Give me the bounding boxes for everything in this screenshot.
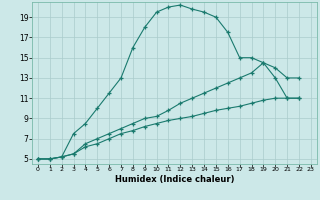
X-axis label: Humidex (Indice chaleur): Humidex (Indice chaleur) — [115, 175, 234, 184]
